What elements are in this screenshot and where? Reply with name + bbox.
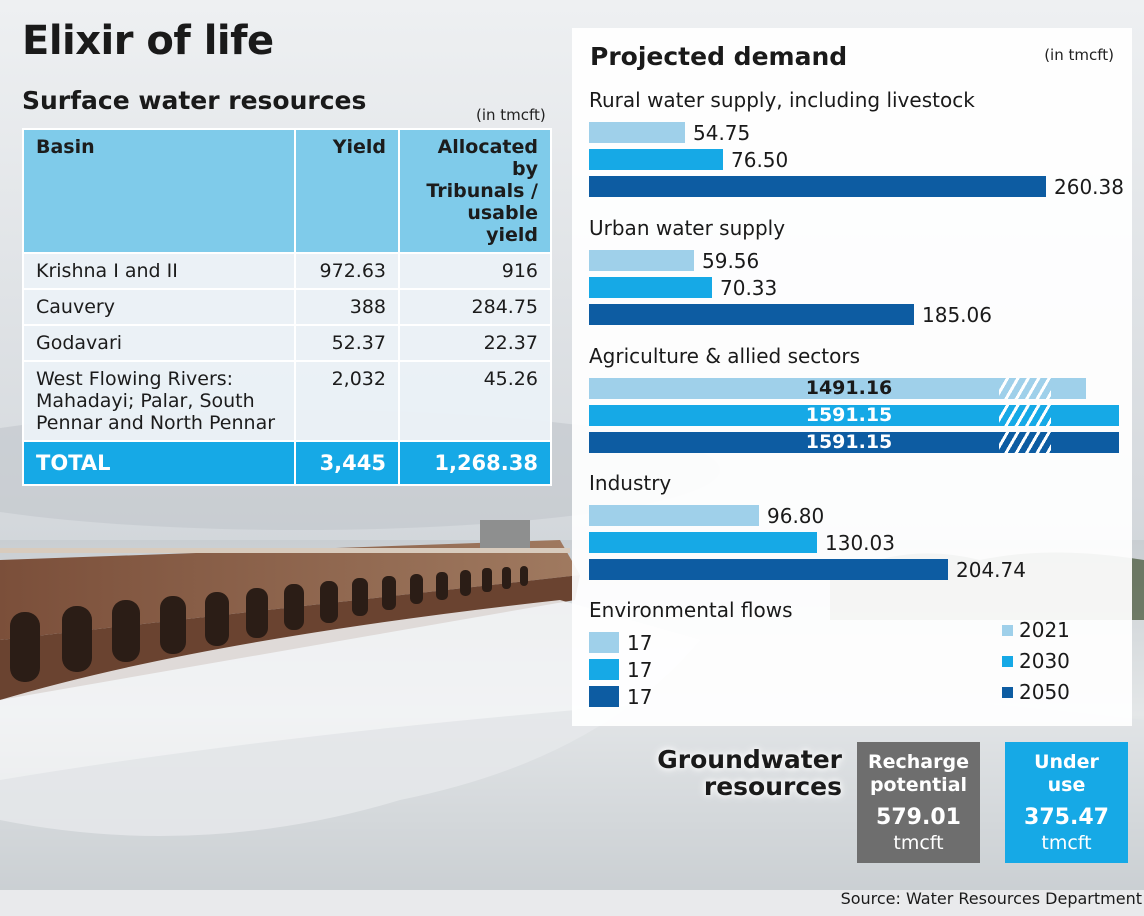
basin-cell: Godavari [22,324,296,362]
bar-2030 [589,277,712,298]
data-label: 17 [627,685,653,709]
page-title: Elixir of life [22,18,274,64]
table-row: Cauvery 388 284.75 [22,288,552,326]
recharge-value: 579.01 [876,805,961,830]
total-allocated: 1,268.38 [398,440,552,486]
bar-2021 [589,122,685,143]
data-label: 59.56 [702,249,760,273]
source-note: Source: Water Resources Department [840,889,1142,908]
yield-cell: 2,032 [294,360,400,442]
bar-2050 [589,176,1046,197]
recharge-unit: tmcft [893,832,944,854]
data-label: 130.03 [825,531,895,555]
bar-2021 [589,250,694,271]
category-label: Industry [589,471,672,495]
projected-demand-panel: Projected demand (in tmcft) Rural water … [572,28,1132,726]
legend-item-2030: 2030 [1002,649,1070,673]
bar-2050 [589,686,619,707]
underuse-value: 375.47 [1024,805,1109,830]
axis-break-mark [999,405,1051,426]
recharge-heading: Recharge potential [857,751,980,797]
legend-item-2050: 2050 [1002,680,1070,704]
data-label: 1591.15 [805,431,893,453]
chart-unit-note: (in tmcft) [1044,46,1114,64]
underuse-heading: Under use [1005,751,1128,797]
legend-label: 2030 [1019,649,1070,673]
total-yield: 3,445 [294,440,400,486]
data-label: 17 [627,658,653,682]
surface-water-subtitle: Surface water resources [22,86,367,115]
legend-swatch-2021 [1002,625,1013,636]
category-label: Urban water supply [589,216,786,240]
bar-2050 [589,432,1119,453]
basin-cell: West Flowing Rivers: Mahadayi; Palar, So… [22,360,296,442]
table-row: Krishna I and II 972.63 916 [22,252,552,290]
surface-water-table: Basin Yield Allocated by Tribunals / usa… [22,128,552,486]
bar-2030 [589,532,817,553]
category-label: Rural water supply, including livestock [589,88,975,112]
bar-2030 [589,659,619,680]
data-label: 54.75 [693,121,751,145]
column-header-yield: Yield [294,128,400,254]
recharge-potential-box: Recharge potential 579.01 tmcft [857,742,980,863]
total-label: TOTAL [22,440,296,486]
underuse-heading-line1: Under [1034,751,1099,773]
allocated-cell: 22.37 [398,324,552,362]
bar-2021 [589,632,619,653]
allocated-cell: 45.26 [398,360,552,442]
basin-cell: Krishna I and II [22,252,296,290]
yield-cell: 972.63 [294,252,400,290]
recharge-heading-line2: potential [869,774,968,796]
bar-2050 [589,304,914,325]
chart-title: Projected demand [590,42,848,71]
recharge-heading-line1: Recharge [868,751,969,773]
bar-2030 [589,149,723,170]
allocated-cell: 284.75 [398,288,552,326]
category-label: Agriculture & allied sectors [589,344,861,368]
column-header-basin: Basin [22,128,296,254]
bar-2021 [589,378,1086,399]
table-header-row: Basin Yield Allocated by Tribunals / usa… [22,128,552,254]
data-label: 185.06 [922,303,992,327]
yield-cell: 388 [294,288,400,326]
groundwater-label: Groundwater resources [657,746,842,800]
bar-2030 [589,405,1119,426]
legend-label: 2021 [1019,618,1070,642]
axis-break-mark [999,378,1051,399]
legend-swatch-2050 [1002,687,1013,698]
bar-2021 [589,505,759,526]
data-label: 1491.16 [805,377,893,399]
legend-swatch-2030 [1002,656,1013,667]
groundwater-label-line1: Groundwater [657,745,842,774]
table-row: Godavari 52.37 22.37 [22,324,552,362]
allocated-cell: 916 [398,252,552,290]
category-label: Environmental flows [589,598,793,622]
yield-cell: 52.37 [294,324,400,362]
data-label: 70.33 [720,276,778,300]
bar-2050 [589,559,948,580]
data-label: 1591.15 [805,404,893,426]
data-label: 204.74 [956,558,1026,582]
data-label: 76.50 [731,148,789,172]
surface-unit-note: (in tmcft) [476,106,546,124]
column-header-allocated: Allocated by Tribunals / usable yield [398,128,552,254]
under-use-box: Under use 375.47 tmcft [1005,742,1128,863]
groundwater-label-line2: resources [703,772,842,801]
data-label: 96.80 [767,504,825,528]
data-label: 260.38 [1054,175,1124,199]
underuse-heading-line2: use [1047,774,1086,796]
legend-item-2021: 2021 [1002,618,1070,642]
axis-break-mark [999,432,1051,453]
table-total-row: TOTAL 3,445 1,268.38 [22,440,552,486]
table-row: West Flowing Rivers: Mahadayi; Palar, So… [22,360,552,442]
basin-cell: Cauvery [22,288,296,326]
legend-label: 2050 [1019,680,1070,704]
underuse-unit: tmcft [1041,832,1092,854]
data-label: 17 [627,631,653,655]
